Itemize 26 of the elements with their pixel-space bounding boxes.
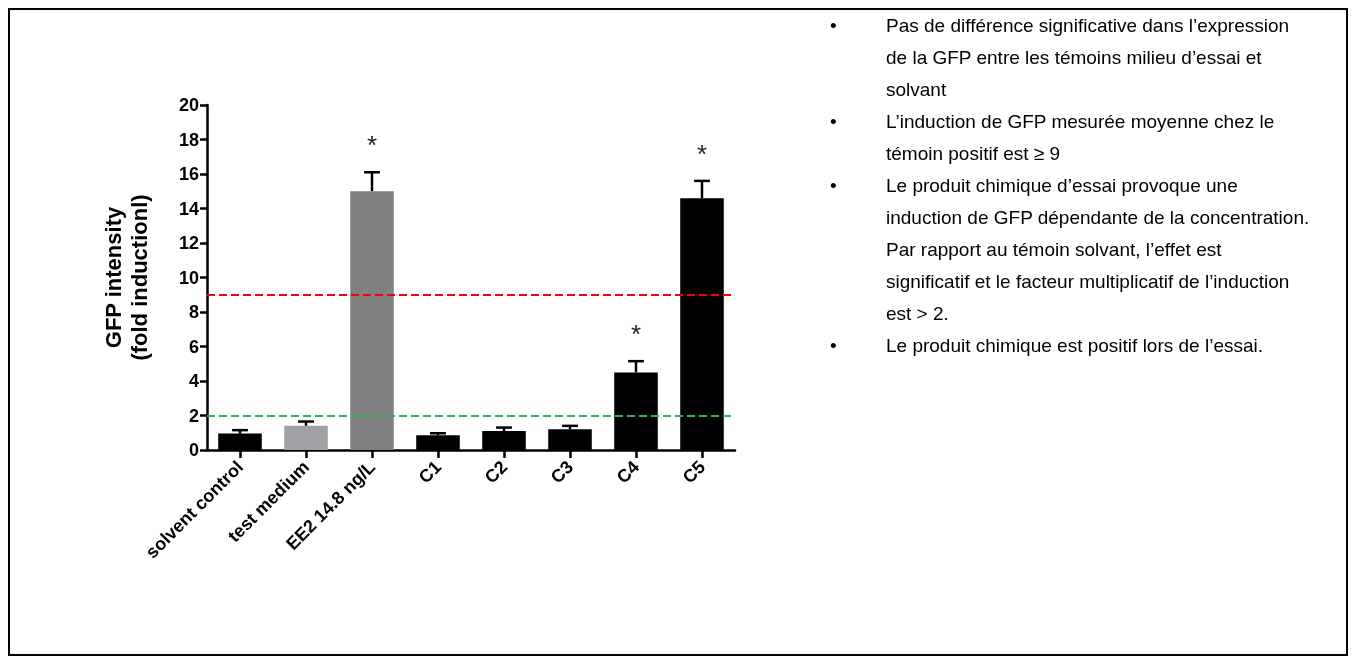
y-tick-label: 18 — [178, 129, 199, 150]
x-tick-label: C4 — [612, 456, 644, 488]
text: • Le produit chimique d’essai provoque une induction de GFP dépendante de la concentration. Par rapport au témoin solvant, l’effet est significatif et le facteur multiplicatif de l’induction est > 2. — [830, 175, 1310, 324]
text: • Pas de différence significative dans l’expression de la GFP entre les témoins milieu d’essai et solvant — [830, 15, 1290, 100]
x-tick-label: C5 — [678, 456, 710, 488]
text: • L’induction de GFP mesurée moyenne chez le témoin positif est ≥ 9 — [830, 111, 1275, 164]
y-tick-label: 16 — [178, 164, 199, 184]
y-tick-label: 20 — [178, 95, 199, 115]
y-tick-label: 10 — [178, 267, 199, 288]
x-tick-label: C3 — [546, 456, 578, 488]
y-tick-label: 2 — [188, 405, 199, 426]
bar — [350, 191, 394, 450]
y-tick-label: 4 — [188, 371, 199, 391]
y-axis-title: GFP intensity (fold inductionl) — [100, 194, 152, 361]
y-tick-label: 14 — [178, 198, 199, 219]
annotation: * — [630, 319, 642, 350]
text: • Le produit chimique est positif lors de l’essai. — [830, 335, 1264, 356]
y-tick-label: 6 — [188, 336, 199, 357]
x-tick-label: C1 — [414, 456, 446, 488]
y-tick-label: 12 — [178, 233, 199, 253]
bar — [284, 425, 328, 450]
x-tick-label: C2 — [480, 456, 512, 488]
annotation: * — [366, 130, 378, 161]
y-tick-label: 8 — [188, 302, 199, 322]
y-tick-label: 0 — [188, 440, 199, 460]
annotation: * — [696, 138, 708, 169]
